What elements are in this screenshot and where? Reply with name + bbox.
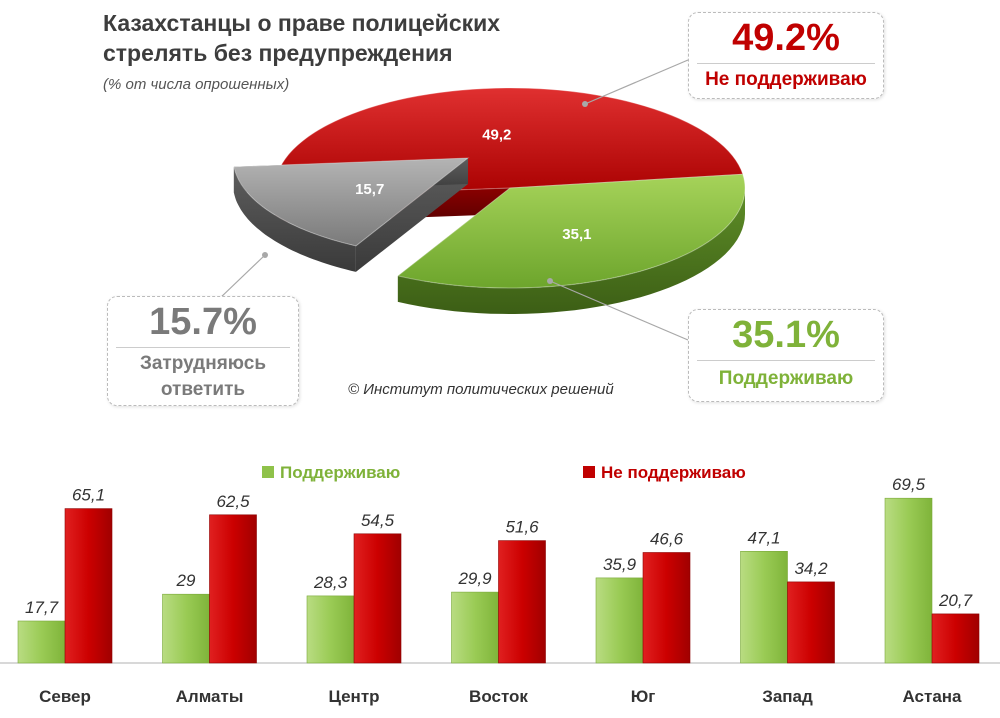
bar-value-label: 46,6 (650, 530, 684, 549)
bar-support-5 (740, 550, 788, 664)
legend-label-not-support: Не поддерживаю (601, 463, 746, 482)
leader-line-undecided (217, 254, 266, 301)
bar-value-label: 35,9 (603, 555, 637, 574)
bar-support-4 (595, 577, 644, 664)
bar-support-6 (884, 497, 933, 664)
pie-slice-support-value-label: 35,1 (562, 226, 591, 243)
callout-not-support-pct: 49.2% (732, 17, 840, 59)
bar-support-2 (306, 595, 355, 664)
bar-value-label: 69,5 (892, 475, 926, 494)
bar-not-support-0 (64, 508, 113, 664)
pie-slice-support: 35,1 (396, 173, 746, 314)
bar-value-label: 28,3 (313, 573, 348, 592)
chart-subtitle: (% от числа опрошенных) (103, 76, 290, 93)
x-tick-label: Восток (469, 687, 528, 706)
x-tick-label: Центр (328, 687, 379, 706)
callout-support-pct: 35.1% (732, 314, 840, 356)
x-tick-label: Запад (762, 687, 813, 706)
callout-undecided-label: Затрудняюсь ответить (139, 353, 267, 400)
bar-not-support-2 (353, 533, 402, 664)
bar-support-0 (17, 620, 66, 664)
bar-support-3 (451, 591, 499, 664)
bar-value-label: 29,9 (457, 569, 492, 588)
bar-support-1 (162, 593, 210, 664)
callout-undecided: 15.7% Затрудняюсь ответить (107, 296, 299, 406)
copyright-note: © Институт политических решений (348, 381, 614, 398)
pie-slice-undecided-value-label: 15,7 (355, 181, 384, 198)
callout-not-support-label: Не поддерживаю (705, 69, 867, 90)
pie-slice-undecided: 15,7 (233, 157, 470, 272)
bar-not-support-4 (642, 552, 691, 664)
bar-chart: 17,7 65,1 Север 29 62,5 Алматы 28,3 54,5 Центр 29… (0, 463, 1000, 706)
legend-label-support: Поддерживаю (280, 463, 400, 482)
callout-not-support: 49.2% Не поддерживаю (688, 12, 884, 99)
x-tick-label: Юг (631, 687, 656, 706)
callout-support-label: Поддерживаю (718, 368, 854, 389)
x-tick-label: Астана (902, 687, 962, 706)
callout-undecided-pct: 15.7% (149, 301, 257, 343)
legend-swatch-support (262, 466, 274, 478)
leader-lines (217, 59, 689, 341)
bar-value-label: 54,5 (361, 511, 395, 530)
bar-not-support-1 (209, 514, 257, 664)
bar-value-label: 65,1 (72, 486, 105, 505)
callout-support: 35.1% Поддерживаю (688, 309, 884, 402)
bar-value-label: 34,2 (794, 559, 828, 578)
pie-slice-not-support-value-label: 49,2 (482, 126, 511, 143)
bar-not-support-6 (931, 613, 980, 664)
x-tick-label: Алматы (176, 687, 244, 706)
bar-not-support-5 (787, 581, 835, 664)
bar-not-support-3 (498, 540, 546, 664)
bar-value-label: 29 (176, 571, 196, 590)
bar-value-label: 20,7 (938, 591, 973, 610)
leader-dots (262, 101, 588, 284)
pie-chart: 49,2 15,7 35,1 (233, 87, 746, 314)
bar-value-label: 47,1 (747, 528, 780, 547)
bar-value-label: 17,7 (25, 598, 59, 617)
chart-title: Казахстанцы о праве полицейских стрелять… (103, 10, 501, 66)
leader-line-not-support (584, 59, 689, 105)
bar-value-label: 62,5 (216, 492, 250, 511)
bar-value-label: 51,6 (505, 518, 539, 537)
legend-swatch-not-support (583, 466, 595, 478)
leader-line-support (549, 280, 689, 341)
x-tick-label: Север (39, 687, 91, 706)
